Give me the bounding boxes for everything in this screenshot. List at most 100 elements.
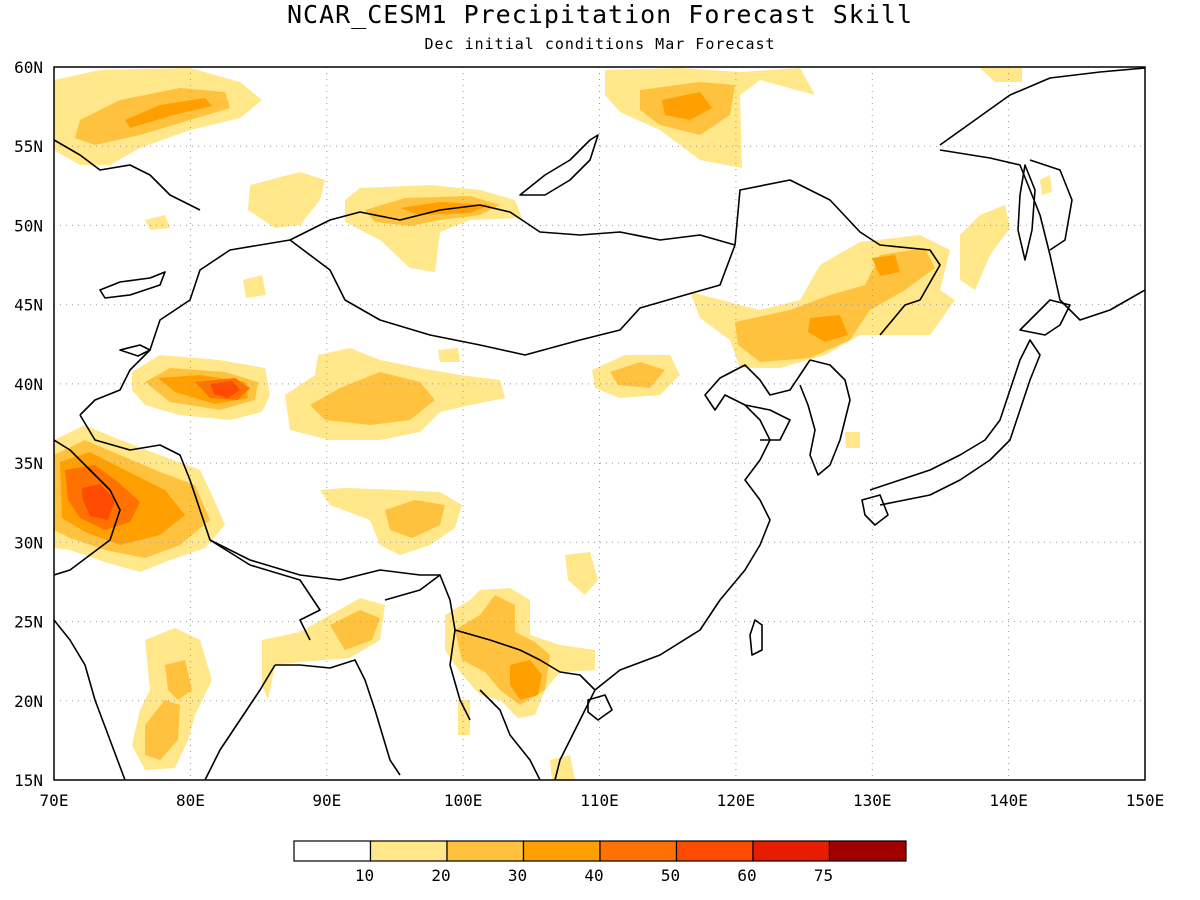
skill-shading bbox=[54, 68, 1052, 780]
map-frame bbox=[53, 66, 1146, 781]
japan-honshu bbox=[869, 339, 1041, 506]
skill-area-central-siberia-peak bbox=[662, 92, 712, 120]
skill-area-small-2 bbox=[243, 275, 266, 298]
korea-outline bbox=[799, 359, 851, 476]
mongolia-north-border bbox=[289, 204, 736, 246]
lon-tick-label: 110E bbox=[580, 791, 619, 810]
colorbar-swatch bbox=[293, 840, 372, 862]
lon-tick-label: 90E bbox=[312, 791, 341, 810]
okhotsk-coast bbox=[939, 149, 1145, 321]
graticule bbox=[54, 67, 1145, 780]
lon-tick-label: 120E bbox=[717, 791, 756, 810]
skill-area-vietnam-south bbox=[550, 755, 575, 780]
lat-tick-label: 45N bbox=[14, 296, 43, 315]
colorbar-label: 60 bbox=[737, 866, 756, 885]
thailand-outline bbox=[479, 689, 541, 780]
lat-tick-label: 35N bbox=[14, 454, 43, 473]
lat-tick-label: 60N bbox=[14, 58, 43, 77]
skill-area-sayan-west bbox=[248, 172, 325, 228]
skill-area-hokkaido-strait bbox=[1040, 175, 1052, 195]
skill-area-tibet-core bbox=[385, 500, 445, 538]
kashmir-border bbox=[79, 414, 440, 581]
colorbar-label: 75 bbox=[814, 866, 833, 885]
skill-area-thai-west bbox=[458, 700, 470, 735]
kamchatka-outline bbox=[1029, 159, 1073, 251]
colorbar-swatch bbox=[522, 840, 601, 862]
colorbar-swatch bbox=[675, 840, 754, 862]
colorbar-swatch bbox=[752, 840, 831, 862]
nepal-border bbox=[209, 539, 321, 641]
shandong-outline bbox=[744, 404, 791, 441]
lat-tick-label: 50N bbox=[14, 216, 43, 235]
lat-tick-labels: 15N 20N 25N 30N 35N 40N 45N 50N 55N 60N bbox=[14, 58, 43, 790]
colorbar-swatch bbox=[599, 840, 678, 862]
skill-area-west-siberia-peak bbox=[125, 98, 212, 128]
colorbar: 10 20 30 40 50 60 75 bbox=[293, 840, 907, 885]
skill-area-myanmar-core bbox=[330, 610, 380, 650]
balkhash bbox=[99, 271, 166, 299]
colorbar-label: 50 bbox=[661, 866, 680, 885]
lat-tick-label: 40N bbox=[14, 375, 43, 394]
coastlines-borders bbox=[54, 67, 1145, 780]
hainan bbox=[587, 694, 613, 721]
lon-tick-label: 130E bbox=[853, 791, 892, 810]
map-title: NCAR_CESM1 Precipitation Forecast Skill bbox=[287, 0, 913, 29]
skill-area-pakistan-peak bbox=[82, 484, 115, 520]
skill-area-inner-mongolia-core bbox=[610, 362, 665, 388]
sakhalin bbox=[1017, 164, 1036, 261]
indochina-border bbox=[454, 629, 596, 691]
colorbar-swatch bbox=[369, 840, 448, 862]
lon-tick-label: 140E bbox=[989, 791, 1028, 810]
india-coast-west bbox=[54, 619, 126, 780]
colorbar-label: 10 bbox=[355, 866, 374, 885]
lon-tick-label: 100E bbox=[444, 791, 483, 810]
pakistan-border bbox=[54, 439, 121, 576]
lon-tick-label: 80E bbox=[176, 791, 205, 810]
japan-kyushu bbox=[861, 494, 889, 526]
skill-area-far-north bbox=[980, 68, 1022, 82]
taiwan bbox=[749, 619, 763, 656]
skill-area-qaidam-core bbox=[310, 372, 435, 425]
skill-area-sakhalin-west bbox=[960, 205, 1010, 290]
kazakhstan-china-border bbox=[79, 239, 291, 416]
colorbar-label: 30 bbox=[508, 866, 527, 885]
lat-tick-label: 55N bbox=[14, 137, 43, 156]
japan-hokkaido bbox=[1019, 299, 1071, 336]
russia-northeast-coast bbox=[939, 67, 1145, 146]
lon-tick-label: 150E bbox=[1126, 791, 1165, 810]
skill-area-tarim-peak bbox=[210, 381, 240, 398]
issyk-kul bbox=[119, 344, 151, 357]
india-coast-east bbox=[204, 664, 276, 780]
colorbar-swatch bbox=[446, 840, 525, 862]
colorbar-swatch bbox=[828, 840, 907, 862]
lat-tick-label: 25N bbox=[14, 613, 43, 632]
skill-area-northeast-peak bbox=[808, 315, 848, 342]
skill-area-altai-peak bbox=[400, 202, 490, 215]
skill-area-small-1 bbox=[145, 215, 170, 230]
myanmar-border bbox=[384, 574, 471, 721]
colorbar-label: 20 bbox=[431, 866, 450, 885]
skill-area-korea-spot bbox=[845, 432, 860, 448]
bay-of-bengal-coast bbox=[275, 659, 401, 776]
skill-area-qaidam-east bbox=[438, 348, 460, 362]
skill-area-india-west bbox=[132, 628, 212, 770]
lat-tick-label: 15N bbox=[14, 771, 43, 790]
skill-area-sichuan bbox=[565, 552, 598, 595]
china-east-coast bbox=[594, 359, 811, 691]
map-subtitle: Dec initial conditions Mar Forecast bbox=[424, 35, 776, 53]
skill-area-india-west-core bbox=[145, 700, 180, 760]
lake-baikal bbox=[519, 134, 599, 196]
mongolia-south-border bbox=[289, 239, 736, 356]
skill-area-amur-peak bbox=[872, 255, 900, 276]
china-northeast-border bbox=[734, 179, 941, 336]
lat-tick-label: 20N bbox=[14, 692, 43, 711]
lon-tick-labels: 70E 80E 90E 100E 110E 120E 130E 140E 150… bbox=[40, 791, 1165, 810]
lat-tick-label: 30N bbox=[14, 533, 43, 552]
lon-tick-label: 70E bbox=[40, 791, 69, 810]
west-asia-coast bbox=[54, 139, 201, 211]
skill-area-india-north bbox=[165, 660, 192, 700]
skill-area-laos-peak bbox=[510, 660, 542, 700]
colorbar-label: 40 bbox=[584, 866, 603, 885]
